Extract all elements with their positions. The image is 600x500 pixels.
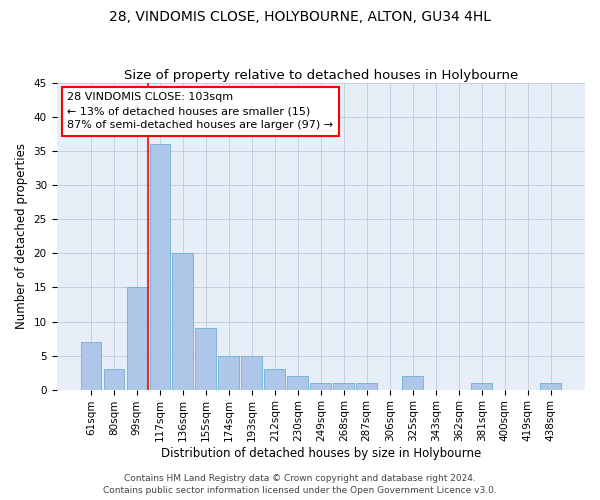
Bar [218, 356, 239, 390]
X-axis label: Distribution of detached houses by size in Holybourne: Distribution of detached houses by size … [161, 447, 481, 460]
Bar [334, 383, 354, 390]
Title: Size of property relative to detached houses in Holybourne: Size of property relative to detached ho… [124, 69, 518, 82]
Bar [356, 383, 377, 390]
Bar [540, 383, 561, 390]
Text: 28 VINDOMIS CLOSE: 103sqm
← 13% of detached houses are smaller (15)
87% of semi-: 28 VINDOMIS CLOSE: 103sqm ← 13% of detac… [67, 92, 333, 130]
Bar [241, 356, 262, 390]
Y-axis label: Number of detached properties: Number of detached properties [15, 144, 28, 330]
Bar [172, 254, 193, 390]
Bar [80, 342, 101, 390]
Bar [149, 144, 170, 390]
Bar [104, 369, 124, 390]
Bar [472, 383, 492, 390]
Text: 28, VINDOMIS CLOSE, HOLYBOURNE, ALTON, GU34 4HL: 28, VINDOMIS CLOSE, HOLYBOURNE, ALTON, G… [109, 10, 491, 24]
Bar [310, 383, 331, 390]
Bar [287, 376, 308, 390]
Text: Contains HM Land Registry data © Crown copyright and database right 2024.
Contai: Contains HM Land Registry data © Crown c… [103, 474, 497, 495]
Bar [127, 288, 147, 390]
Bar [403, 376, 423, 390]
Bar [265, 369, 285, 390]
Bar [196, 328, 216, 390]
